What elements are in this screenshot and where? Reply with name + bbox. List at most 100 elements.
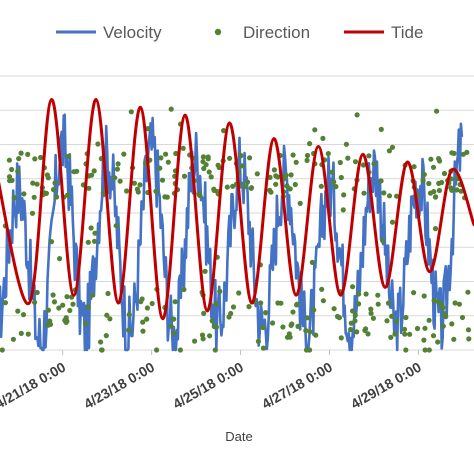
direction-point — [304, 315, 310, 321]
direction-point — [126, 312, 132, 318]
direction-point — [440, 323, 446, 329]
direction-point — [88, 225, 94, 231]
direction-point — [86, 185, 92, 191]
legend-swatch — [214, 28, 222, 36]
direction-point — [99, 347, 105, 353]
direction-point — [181, 286, 187, 293]
direction-point — [371, 161, 377, 167]
direction-point — [38, 154, 44, 161]
legend-item-velocity: Velocity — [56, 23, 162, 42]
direction-point — [366, 153, 372, 159]
direction-point — [378, 126, 384, 132]
x-tick-label: 4/25/18 0:00 — [170, 359, 246, 412]
direction-point — [436, 180, 442, 186]
direction-point — [65, 153, 71, 159]
direction-point — [154, 347, 160, 353]
direction-point — [307, 141, 313, 147]
direction-point — [421, 293, 427, 299]
direction-point — [273, 181, 279, 187]
direction-point — [180, 145, 186, 151]
direction-point — [16, 156, 22, 162]
direction-point — [360, 162, 366, 168]
direction-point — [320, 298, 326, 304]
direction-point — [56, 305, 62, 311]
direction-point — [283, 172, 289, 178]
direction-point — [368, 310, 374, 316]
direction-point — [303, 347, 310, 353]
direction-point — [389, 144, 396, 150]
direction-point — [2, 300, 8, 306]
direction-point — [217, 288, 223, 294]
x-axis-ticks: 4/21/18 0:00 4/23/18 0:00 4/25/18 0:00 4/27… — [0, 350, 424, 412]
direction-point — [29, 210, 36, 216]
direction-point — [31, 299, 38, 305]
direction-point — [50, 187, 57, 193]
direction-point — [100, 190, 106, 196]
direction-point — [0, 347, 5, 353]
direction-point — [350, 308, 356, 314]
direction-point — [238, 153, 244, 159]
direction-point — [354, 329, 360, 335]
direction-point — [320, 135, 326, 141]
direction-point — [140, 319, 146, 325]
direction-point — [431, 298, 437, 304]
direction-point — [85, 239, 91, 245]
direction-point — [115, 161, 121, 167]
direction-point — [289, 321, 295, 327]
direction-point — [34, 181, 40, 187]
direction-point — [443, 314, 449, 320]
direction-point — [337, 159, 343, 166]
direction-point — [378, 178, 384, 184]
direction-point — [309, 259, 315, 265]
direction-point — [65, 192, 71, 198]
direction-point — [454, 187, 460, 193]
direction-point — [15, 308, 21, 314]
direction-point — [288, 172, 294, 178]
direction-point — [216, 164, 222, 171]
legend: Velocity Direction Tide — [56, 23, 423, 42]
direction-point — [159, 177, 166, 183]
direction-point — [32, 156, 38, 162]
direction-point — [304, 152, 311, 159]
direction-point — [7, 178, 13, 184]
direction-point — [230, 304, 237, 310]
direction-point — [48, 239, 55, 245]
direction-point — [134, 186, 140, 192]
direction-point — [34, 289, 40, 296]
direction-point — [414, 325, 421, 332]
direction-point — [290, 152, 296, 158]
direction-point — [67, 307, 73, 314]
direction-point — [386, 148, 392, 154]
direction-point — [303, 327, 309, 334]
x-tick-label: 4/23/18 0:00 — [81, 359, 157, 412]
direction-point — [246, 304, 252, 310]
direction-point — [140, 328, 146, 334]
direction-point — [44, 172, 51, 178]
direction-point — [239, 163, 245, 169]
direction-point — [421, 171, 427, 178]
direction-point — [113, 223, 119, 229]
direction-point — [172, 299, 178, 305]
direction-point — [205, 156, 211, 162]
direction-point — [242, 184, 248, 190]
direction-point — [247, 155, 253, 161]
direction-point — [157, 165, 163, 171]
direction-point — [389, 219, 396, 225]
direction-point — [45, 322, 52, 328]
direction-point — [271, 167, 277, 173]
direction-point — [6, 157, 12, 163]
direction-point — [432, 226, 439, 232]
direction-point — [137, 182, 143, 188]
direction-point — [173, 150, 179, 157]
direction-point — [426, 347, 432, 353]
direction-point — [341, 192, 347, 198]
x-axis-title: Date — [225, 429, 252, 444]
direction-point — [385, 300, 392, 306]
direction-point — [294, 301, 300, 307]
direction-point — [325, 151, 331, 157]
direction-point — [124, 188, 130, 194]
x-tick-label: 4/29/18 0:00 — [348, 359, 424, 412]
direction-point — [91, 238, 98, 244]
direction-point — [297, 200, 303, 206]
direction-point — [224, 184, 230, 190]
